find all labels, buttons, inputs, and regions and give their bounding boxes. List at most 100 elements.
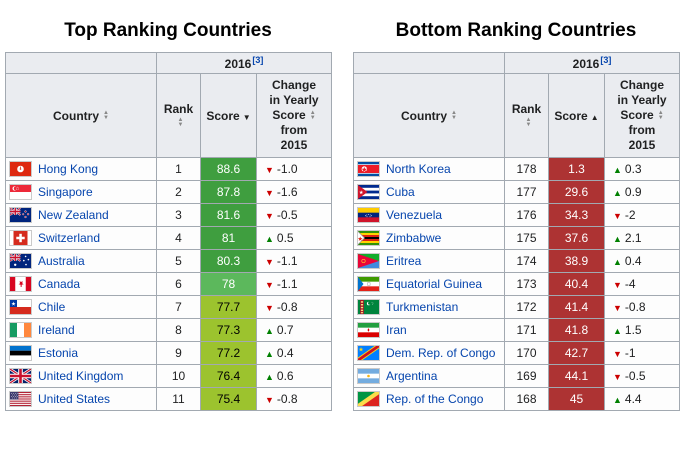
change-cell: ▼ -1 [603, 341, 681, 365]
score-cell: 45 [548, 387, 605, 411]
country-cell: Australia [5, 249, 157, 273]
trend-up-icon: ▲ [265, 349, 274, 359]
table-row: Estonia 9 77.2 ▲ 0.4 [5, 341, 333, 365]
change-value: 0.9 [624, 185, 642, 199]
table-row: Argentina 169 44.1 ▼ -0.5 [353, 364, 681, 388]
change-cell: ▼ -0.5 [603, 364, 681, 388]
country-link[interactable]: Venezuela [386, 208, 443, 222]
table-row: Cuba 177 29.6 ▲ 0.9 [353, 180, 681, 204]
table-row: Equatorial Guinea 173 40.4 ▼ -4 [353, 272, 681, 296]
trend-up-icon: ▲ [613, 188, 622, 198]
country-cell: Cuba [353, 180, 505, 204]
change-cell: ▲ 1.5 [603, 318, 681, 342]
country-link[interactable]: Cuba [386, 185, 415, 199]
change-cell: ▲ 2.1 [603, 226, 681, 250]
trend-up-icon: ▲ [613, 234, 622, 244]
country-cell: Venezuela [353, 203, 505, 227]
score-cell: 80.3 [200, 249, 257, 273]
change-cell: ▼ -1.6 [255, 180, 333, 204]
blank-header-cell [353, 52, 505, 74]
country-link[interactable]: Switzerland [38, 231, 101, 245]
score-cell: 44.1 [548, 364, 605, 388]
score-cell: 81.6 [200, 203, 257, 227]
country-cell: Chile [5, 295, 157, 319]
score-cell: 41.8 [548, 318, 605, 342]
change-cell: ▼ -0.8 [603, 295, 681, 319]
country-link[interactable]: Dem. Rep. of Congo [386, 346, 496, 360]
country-cell: United States [5, 387, 157, 411]
country-link[interactable]: Argentina [386, 369, 438, 383]
score-column-header[interactable]: Score ▼ [200, 73, 257, 158]
country-link[interactable]: Estonia [38, 346, 79, 360]
rank-cell: 5 [156, 249, 201, 273]
country-link[interactable]: Rep. of the Congo [386, 392, 484, 406]
country-link[interactable]: United Kingdom [38, 369, 124, 383]
country-cell: Eritrea [353, 249, 505, 273]
change-value: 0.3 [624, 162, 642, 176]
score-cell: 78 [200, 272, 257, 296]
table-row: United States 11 75.4 ▼ -0.8 [5, 387, 333, 411]
change-value: -0.5 [276, 208, 298, 222]
country-link[interactable]: Australia [38, 254, 85, 268]
bottom-ranking-table: 2016[3] Country ▲ ▼ Rank ▲ ▼ Score ▲ Change i… [353, 52, 681, 411]
trend-up-icon: ▲ [265, 326, 274, 336]
country-cell: Estonia [5, 341, 157, 365]
rank-column-header[interactable]: Rank ▲ ▼ [156, 73, 201, 158]
trend-up-icon: ▲ [613, 395, 622, 405]
country-link[interactable]: Canada [38, 277, 81, 291]
country-column-header[interactable]: Country ▲ ▼ [353, 73, 505, 158]
change-cell: ▲ 0.4 [255, 341, 333, 365]
country-link[interactable]: Iran [386, 323, 407, 337]
change-cell: ▲ 0.4 [603, 249, 681, 273]
reference-link[interactable]: [3] [252, 55, 264, 65]
country-link[interactable]: Ireland [38, 323, 75, 337]
rank-cell: 168 [504, 387, 549, 411]
trend-down-icon: ▼ [613, 303, 622, 313]
rank-cell: 3 [156, 203, 201, 227]
flag-us-icon [10, 392, 31, 406]
country-column-header[interactable]: Country ▲ ▼ [5, 73, 157, 158]
country-cell: Zimbabwe [353, 226, 505, 250]
table-row: Hong Kong 1 88.6 ▼ -1.0 [5, 157, 333, 181]
country-cell: Ireland [5, 318, 157, 342]
change-column-header[interactable]: Change in Yearly Score ▲ ▼ from 2015 [255, 73, 333, 158]
country-link[interactable]: Zimbabwe [386, 231, 442, 245]
reference-link[interactable]: [3] [600, 55, 612, 65]
score-column-header[interactable]: Score ▲ [548, 73, 605, 158]
country-link[interactable]: New Zealand [38, 208, 109, 222]
country-link[interactable]: Hong Kong [38, 162, 99, 176]
sort-both-icon: ▲ ▼ [451, 110, 457, 122]
trend-down-icon: ▼ [265, 165, 274, 175]
country-cell: Hong Kong [5, 157, 157, 181]
country-link[interactable]: Equatorial Guinea [386, 277, 483, 291]
country-link[interactable]: Chile [38, 300, 66, 314]
change-value: 1.5 [624, 323, 642, 337]
flag-cg-icon [358, 392, 379, 406]
table-row: Singapore 2 87.8 ▼ -1.6 [5, 180, 333, 204]
change-cell: ▼ -1.0 [255, 157, 333, 181]
change-value: 4.4 [624, 392, 642, 406]
rank-cell: 1 [156, 157, 201, 181]
change-cell: ▲ 0.7 [255, 318, 333, 342]
rank-cell: 172 [504, 295, 549, 319]
change-column-header[interactable]: Change in Yearly Score ▲ ▼ from 2015 [603, 73, 681, 158]
flag-ca-icon [10, 277, 31, 291]
change-cell: ▼ -0.8 [255, 295, 333, 319]
change-cell: ▼ -1.1 [255, 249, 333, 273]
table-row: North Korea 178 1.3 ▲ 0.3 [353, 157, 681, 181]
country-link[interactable]: Eritrea [386, 254, 422, 268]
flag-er-icon [358, 254, 379, 268]
change-value: -1.1 [276, 277, 298, 291]
country-link[interactable]: United States [38, 392, 111, 406]
country-link[interactable]: Turkmenistan [386, 300, 459, 314]
score-cell: 41.4 [548, 295, 605, 319]
country-link[interactable]: North Korea [386, 162, 451, 176]
rank-column-header[interactable]: Rank ▲ ▼ [504, 73, 549, 158]
top-table-title: Top Ranking Countries [64, 20, 272, 41]
sort-ascending-icon: ▲ [590, 112, 599, 122]
score-cell: 81 [200, 226, 257, 250]
table-row: Australia 5 80.3 ▼ -1.1 [5, 249, 333, 273]
country-link[interactable]: Singapore [38, 185, 93, 199]
year-header-row: 2016[3] [5, 52, 333, 74]
flag-ir-icon [358, 323, 379, 337]
